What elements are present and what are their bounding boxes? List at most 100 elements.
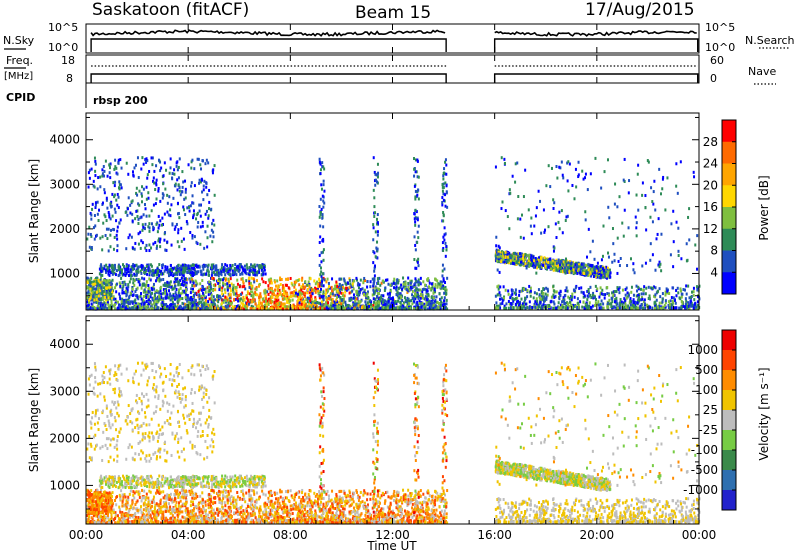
- power-cell: [113, 263, 116, 267]
- power-cell: [176, 304, 179, 308]
- power-cell: [112, 297, 115, 301]
- power-cell: [183, 277, 186, 281]
- power-cell: [278, 302, 281, 306]
- power-cell: [316, 280, 319, 284]
- power-cell: [536, 262, 539, 266]
- power-cell: [199, 214, 202, 218]
- power-cell: [94, 203, 97, 207]
- power-cell: [402, 285, 405, 289]
- power-cell: [113, 235, 116, 239]
- power-cell: [559, 261, 562, 265]
- power-cell: [102, 289, 105, 293]
- power-cell: [379, 295, 382, 299]
- power-cell: [281, 297, 284, 301]
- power-cell: [164, 305, 167, 309]
- power-cell: [99, 298, 102, 302]
- power-cell: [414, 281, 417, 285]
- power-cell: [242, 307, 245, 311]
- power-cell: [587, 273, 590, 277]
- power-cell: [267, 284, 270, 288]
- power-cell: [94, 206, 97, 210]
- power-cell: [570, 271, 573, 275]
- power-cell: [538, 294, 541, 298]
- power-cell: [588, 272, 591, 276]
- power-cell: [143, 283, 146, 287]
- power-cell: [314, 286, 317, 290]
- power-cell: [306, 296, 309, 300]
- power-cell: [415, 279, 418, 283]
- power-cell: [111, 214, 114, 218]
- power-cell: [106, 266, 109, 270]
- power-cell: [168, 281, 171, 285]
- power-cell: [241, 272, 244, 276]
- power-cell: [116, 203, 119, 207]
- power-cell: [192, 281, 195, 285]
- power-cell: [167, 269, 170, 273]
- power-cell: [505, 257, 508, 261]
- power-cell: [109, 286, 112, 290]
- power-cell: [229, 263, 232, 267]
- power-cell: [395, 281, 398, 285]
- power-cell: [137, 232, 140, 236]
- power-cell: [226, 285, 229, 289]
- power-cell: [110, 266, 113, 270]
- power-cell: [321, 250, 324, 254]
- power-cell: [407, 276, 410, 280]
- power-cell: [309, 277, 312, 281]
- power-cell: [135, 186, 138, 190]
- power-cell: [514, 262, 517, 266]
- power-cell: [102, 296, 105, 300]
- power-cell: [92, 300, 95, 304]
- power-cell: [441, 241, 444, 245]
- power-cell: [232, 285, 235, 289]
- power-cell: [218, 281, 221, 285]
- power-cell: [442, 171, 445, 175]
- power-cell: [348, 291, 351, 295]
- power-cell: [92, 294, 95, 298]
- power-cell: [126, 265, 129, 269]
- power-cell: [579, 268, 582, 272]
- power-cell: [242, 281, 245, 285]
- power-cell: [193, 184, 196, 188]
- power-cell: [299, 293, 302, 297]
- power-cell: [176, 300, 179, 304]
- power-cell: [246, 298, 249, 302]
- power-cell: [112, 295, 115, 299]
- power-cell: [195, 280, 198, 284]
- power-cell: [357, 304, 360, 308]
- power-cell: [193, 212, 196, 216]
- power-cell: [218, 284, 221, 288]
- power-cell: [87, 277, 90, 281]
- power-cell: [417, 224, 420, 228]
- power-cell: [114, 273, 117, 277]
- power-cell: [108, 273, 111, 277]
- power-cell: [145, 249, 148, 253]
- power-cell: [495, 259, 498, 263]
- power-cell: [135, 209, 138, 213]
- power-cell: [230, 266, 233, 270]
- power-cell: [537, 256, 540, 260]
- power-cell: [112, 247, 115, 251]
- power-cell: [141, 266, 144, 270]
- power-cell: [251, 284, 254, 288]
- power-cell: [269, 290, 272, 294]
- power-cell: [141, 185, 144, 189]
- power-cell: [248, 270, 251, 274]
- power-cell: [404, 283, 407, 287]
- power-cell: [260, 301, 263, 305]
- power-cell: [87, 232, 90, 236]
- power-cell: [223, 288, 226, 292]
- power-cell: [402, 304, 405, 308]
- power-cell: [318, 253, 321, 257]
- power-cell: [237, 269, 240, 273]
- power-cell: [379, 283, 382, 287]
- power-cell: [373, 274, 376, 278]
- power-cell: [386, 303, 389, 307]
- power-cell: [281, 286, 284, 290]
- power-cell: [181, 301, 184, 305]
- power-cell: [362, 279, 365, 283]
- power-cell: [338, 277, 341, 281]
- power-cell: [427, 293, 430, 297]
- power-cell: [533, 259, 536, 263]
- power-cell: [251, 286, 254, 290]
